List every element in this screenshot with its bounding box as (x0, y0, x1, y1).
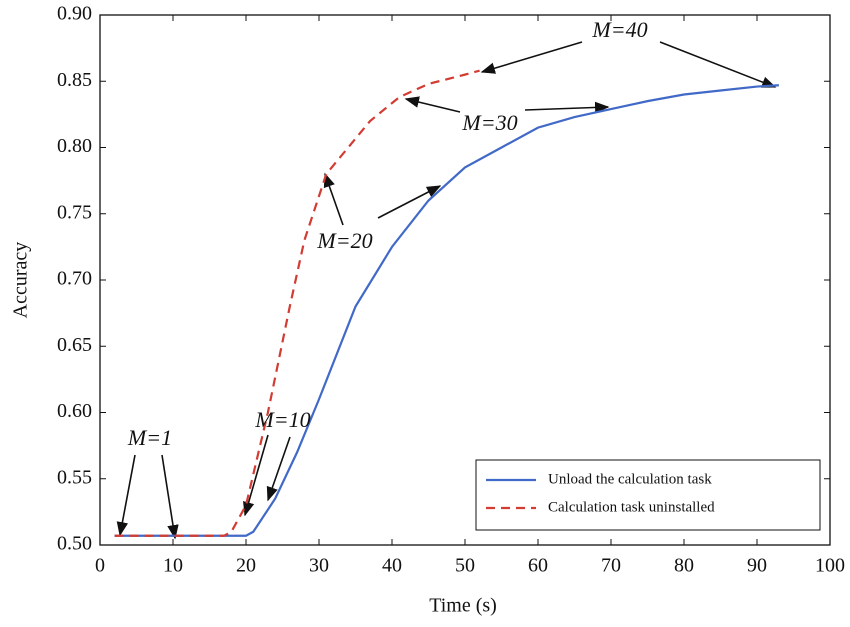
x-tick-label: 100 (815, 555, 845, 577)
legend-label: Calculation task uninstalled (548, 499, 715, 515)
y-tick-label: 0.90 (57, 3, 92, 25)
annotation: M=30 (461, 110, 517, 135)
x-axis-label: Time (s) (429, 595, 497, 617)
x-tick-label: 0 (95, 555, 105, 577)
y-tick-label: 0.60 (57, 400, 92, 422)
x-tick-label: 10 (163, 555, 183, 577)
annotation: M=20 (316, 228, 372, 253)
legend-box (475, 459, 821, 531)
arrows (116, 41, 777, 540)
x-tick-label: 30 (309, 555, 329, 577)
series-line (114, 84, 779, 537)
y-tick-label: 0.75 (57, 201, 92, 223)
x-tick-label: 80 (674, 555, 694, 577)
legend-label: Unload the calculation task (548, 471, 712, 487)
x-tick-label: 90 (747, 555, 767, 577)
x-tick-label: 20 (236, 555, 256, 577)
y-axis-label: Accuracy (10, 242, 32, 319)
y-tick-label: 0.50 (57, 533, 92, 555)
y-tick-label: 0.80 (57, 135, 92, 157)
x-tick-label: 50 (455, 555, 475, 577)
x-tick-label: 60 (528, 555, 548, 577)
x-tick-label: 70 (601, 555, 621, 577)
y-tick-label: 0.85 (57, 69, 92, 91)
annotation: M=1 (127, 425, 172, 450)
y-tick-label: 0.70 (57, 268, 92, 290)
y-tick-label: 0.55 (57, 466, 92, 488)
annotation: M=10 (254, 407, 310, 432)
annotation: M=40 (591, 17, 647, 42)
y-tick-label: 0.65 (57, 334, 92, 356)
series-line (114, 69, 480, 537)
x-tick-label: 40 (382, 555, 402, 577)
